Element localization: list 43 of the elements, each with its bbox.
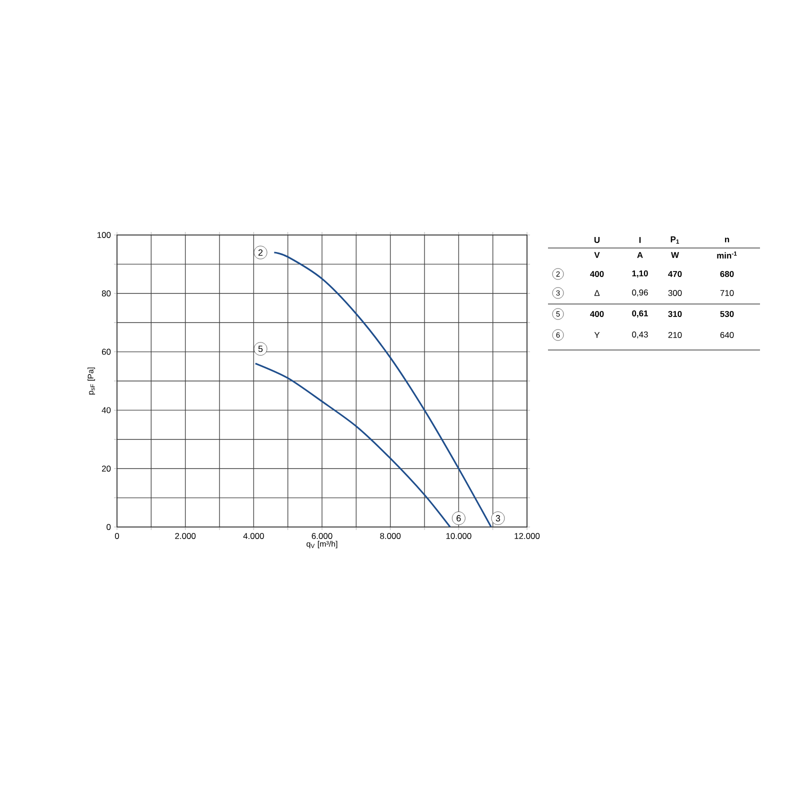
y-tick-label: 20 (102, 466, 111, 472)
y-tick-label: 0 (106, 524, 111, 530)
text: n (724, 238, 730, 242)
text: 0,96 (632, 290, 648, 296)
x-tick-label: 8.000 (380, 533, 401, 539)
text: I (639, 237, 641, 243)
line-series (254, 362, 451, 527)
text: 0,61 (632, 310, 648, 318)
y-tick-label: 60 (102, 348, 111, 355)
text: 400 (590, 271, 604, 277)
text: 400 (590, 311, 604, 317)
x-tick-label: 4.000 (243, 533, 264, 539)
text: 640 (720, 332, 734, 338)
annotation: 6 (456, 515, 461, 522)
text: 470 (668, 271, 682, 277)
text: 1,10 (632, 270, 648, 278)
y-tick-label: 40 (102, 407, 111, 414)
text: min$^{-1}$ (717, 252, 737, 258)
text: V (594, 252, 600, 258)
text: Δ (594, 290, 600, 296)
y-tick-label: 80 (102, 290, 111, 296)
text: 680 (720, 271, 734, 277)
text: 300 (668, 290, 682, 296)
line-series (273, 252, 492, 527)
text: 710 (720, 290, 734, 296)
y-tick-label: 100 (98, 232, 111, 238)
text: P$_{1}$ (670, 236, 680, 244)
annotation: 5 (258, 346, 263, 352)
annotation: 3 (496, 515, 500, 522)
x-tick-label: 2.000 (175, 533, 196, 539)
text: 530 (720, 310, 734, 317)
text: U (594, 237, 600, 243)
x-tick-label: 0 (114, 533, 120, 539)
x-tick-label: 12.000 (514, 533, 540, 539)
text: A (637, 252, 643, 258)
annotation: 2 (258, 249, 263, 256)
text: Y (594, 332, 600, 338)
text: 0,43 (632, 332, 648, 338)
x-tick-label: 6.000 (312, 533, 332, 539)
text: 210 (668, 332, 682, 338)
text: W (671, 252, 679, 258)
x-tick-label: 10.000 (446, 533, 472, 539)
text: 310 (668, 310, 682, 317)
